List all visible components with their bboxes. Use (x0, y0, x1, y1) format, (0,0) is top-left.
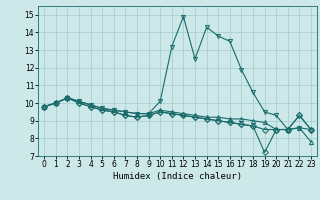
X-axis label: Humidex (Indice chaleur): Humidex (Indice chaleur) (113, 172, 242, 181)
